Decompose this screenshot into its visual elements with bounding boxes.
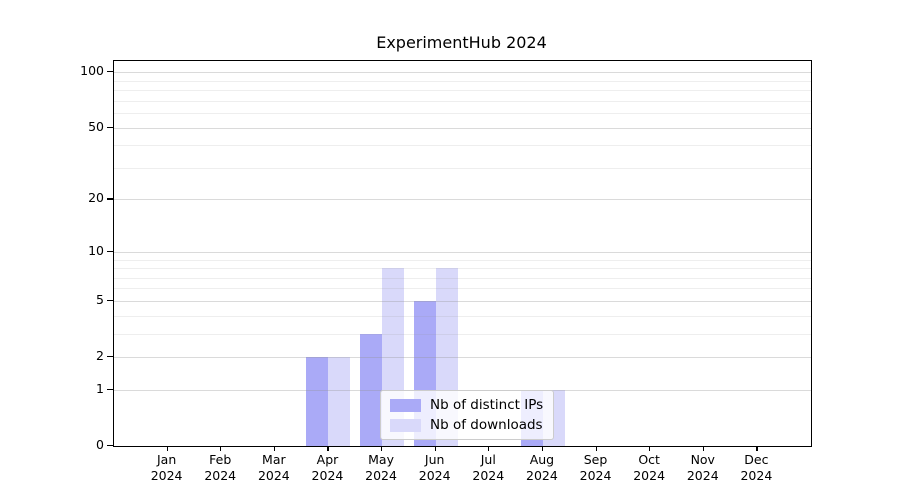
x-tick-label: Mar 2024 [257, 452, 290, 483]
grid-line-major [114, 72, 811, 74]
x-tick-label: Dec 2024 [740, 452, 773, 483]
x-tick-mark [166, 446, 168, 451]
x-tick-mark [327, 446, 329, 451]
y-tick-label: 5 [96, 291, 104, 307]
x-tick-mark [434, 446, 436, 451]
y-tick-label: 100 [80, 63, 104, 79]
x-tick-mark [595, 446, 597, 451]
grid-line-minor [114, 100, 811, 102]
grid-line-minor [114, 90, 811, 92]
x-tick-label: Sep 2024 [579, 452, 612, 483]
y-tick-mark [107, 126, 113, 128]
grid-line-minor [114, 277, 811, 279]
legend-label-downloads: Nb of downloads [430, 417, 543, 433]
grid-line-minor [114, 167, 811, 169]
y-tick-label: 2 [96, 348, 104, 364]
grid-line-major [114, 251, 811, 253]
x-tick-label: May 2024 [365, 452, 397, 483]
grid-line-major [114, 357, 811, 359]
x-tick-mark [649, 446, 651, 451]
x-tick-label: Oct 2024 [633, 452, 666, 483]
legend: Nb of distinct IPs Nb of downloads [380, 390, 555, 440]
y-tick-mark [107, 445, 113, 447]
grid-line-minor [114, 268, 811, 270]
y-tick-mark [107, 250, 113, 252]
x-tick-label: Aug 2024 [526, 452, 558, 483]
x-tick-label: Jan 2024 [150, 452, 183, 483]
y-tick-label: 50 [88, 118, 104, 134]
bar-distinct-ips [306, 357, 329, 446]
x-tick-mark [702, 446, 704, 451]
y-tick-mark [107, 388, 113, 391]
legend-label-distinct-ips: Nb of distinct IPs [430, 397, 544, 413]
legend-item-downloads: Nb of downloads [390, 417, 543, 433]
y-tick-label: 10 [88, 242, 104, 258]
chart-title: ExperimentHub 2024 [376, 33, 547, 52]
y-tick-mark [107, 198, 113, 200]
grid-line-minor [114, 288, 811, 290]
x-tick-mark [273, 446, 276, 451]
plot-area: Nb of distinct IPs Nb of downloads [113, 60, 812, 447]
x-tick-mark [756, 446, 758, 451]
legend-item-distinct-ips: Nb of distinct IPs [390, 397, 543, 413]
grid-line-minor [114, 145, 811, 147]
y-tick-label: 1 [96, 380, 104, 396]
x-tick-mark [488, 446, 490, 451]
x-tick-mark [220, 446, 222, 451]
grid-line-minor [114, 315, 811, 317]
bar-distinct-ips [360, 333, 383, 446]
y-tick-mark [107, 356, 113, 358]
x-tick-label: Feb 2024 [204, 452, 237, 483]
x-tick-mark [541, 446, 544, 451]
y-tick-label: 0 [96, 437, 104, 452]
grid-line-minor [114, 113, 811, 115]
grid-line-minor [114, 259, 811, 261]
legend-swatch-distinct-ips-icon [390, 398, 421, 412]
x-tick-mark [381, 446, 383, 451]
y-tick-mark [107, 299, 113, 302]
x-tick-label: Nov 2024 [686, 452, 719, 483]
x-tick-label: Jul 2024 [472, 452, 505, 483]
grid-line-major [114, 300, 811, 302]
grid-line-minor [114, 333, 811, 335]
bar-downloads [328, 357, 351, 446]
grid-line-minor [114, 80, 811, 82]
y-tick-mark [107, 71, 113, 73]
x-tick-label: Apr 2024 [311, 452, 344, 483]
grid-line-major [114, 127, 811, 129]
y-tick-label: 20 [88, 190, 104, 206]
x-tick-label: Jun 2024 [418, 452, 451, 483]
grid-line-major [114, 199, 811, 201]
legend-swatch-downloads-icon [390, 418, 421, 432]
